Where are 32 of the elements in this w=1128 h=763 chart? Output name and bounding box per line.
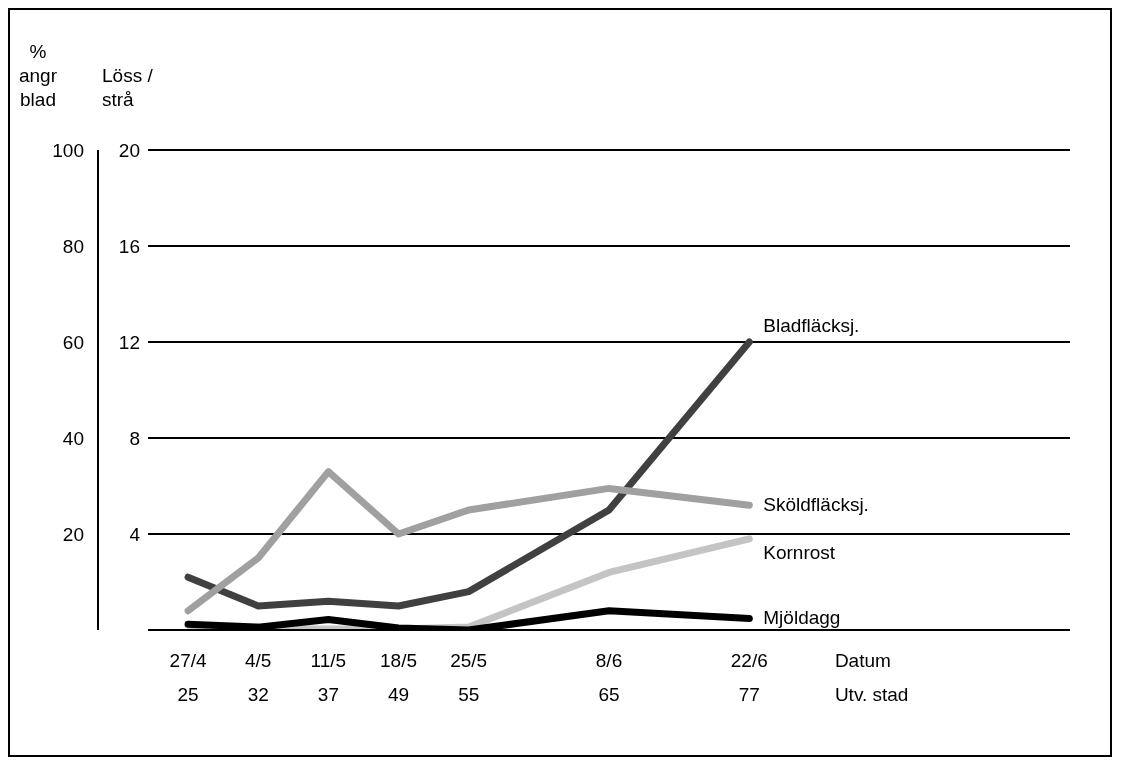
- series-label: Kornrost: [763, 541, 836, 563]
- x-tick-label: 8/6: [595, 650, 623, 672]
- x-tick-label: 22/6: [730, 650, 768, 672]
- x-tick-label: 27/4: [169, 650, 208, 672]
- x-tick-label: 18/5: [380, 650, 418, 672]
- x2-tick-label: 77: [738, 684, 760, 706]
- y-axis-title: % angr blad: [18, 40, 58, 112]
- y-tick-label: 100: [52, 139, 84, 161]
- y2-tick-label: 20: [118, 139, 140, 161]
- series-label: Bladfläcksj.: [763, 315, 860, 336]
- y-tick-label: 80: [62, 235, 84, 257]
- y-tick-label: 40: [62, 427, 84, 449]
- x2-tick-label: 25: [177, 684, 199, 706]
- series-label: Sköldfläcksj.: [763, 494, 869, 516]
- y2-tick-label: 12: [118, 331, 140, 353]
- y2-axis-title: Löss / strå: [102, 64, 154, 112]
- series-label: Mjöldagg: [763, 607, 841, 629]
- y2-tick-label: 16: [118, 235, 140, 257]
- x2-tick-label: 32: [247, 684, 269, 706]
- x-tick-label: 4/5: [245, 650, 272, 672]
- x2-tick-label: 65: [598, 684, 620, 706]
- y2-tick-label: 8: [129, 427, 140, 449]
- y-tick-label: 20: [62, 523, 84, 545]
- x2-tick-label: 37: [317, 684, 339, 706]
- x-axis-title: Datum: [834, 650, 891, 671]
- y2-tick-label: 4: [129, 523, 141, 545]
- x2-axis-title: Utv. stad: [834, 684, 909, 705]
- x2-tick-label: 49: [387, 684, 410, 706]
- x-tick-label: 11/5: [310, 650, 347, 672]
- y-tick-label: 60: [62, 331, 84, 353]
- x2-tick-label: 55: [458, 684, 480, 706]
- x-tick-label: 25/5: [450, 650, 488, 672]
